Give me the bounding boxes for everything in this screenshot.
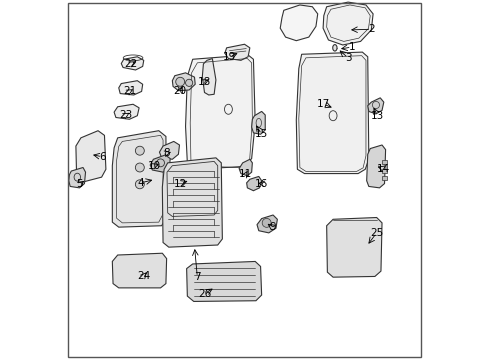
- Text: 9: 9: [268, 222, 275, 232]
- Polygon shape: [114, 104, 139, 119]
- Text: 12: 12: [174, 179, 187, 189]
- Polygon shape: [296, 52, 368, 174]
- Ellipse shape: [185, 79, 192, 86]
- Text: 8: 8: [163, 148, 170, 158]
- Bar: [381, 159, 386, 164]
- Polygon shape: [121, 57, 143, 70]
- Text: 19: 19: [223, 52, 236, 62]
- Text: 4: 4: [137, 178, 144, 188]
- Text: 17: 17: [317, 99, 330, 109]
- Ellipse shape: [135, 180, 144, 189]
- Polygon shape: [185, 55, 255, 169]
- Text: 7: 7: [194, 272, 200, 282]
- Text: 13: 13: [370, 111, 383, 121]
- Text: 2: 2: [367, 24, 374, 34]
- Polygon shape: [162, 158, 222, 247]
- Polygon shape: [172, 73, 195, 91]
- Ellipse shape: [135, 146, 144, 155]
- Text: 1: 1: [347, 42, 354, 52]
- Polygon shape: [367, 98, 383, 114]
- Polygon shape: [224, 44, 249, 60]
- Text: 24: 24: [137, 271, 150, 281]
- Polygon shape: [69, 167, 85, 188]
- Text: 26: 26: [198, 289, 211, 298]
- Polygon shape: [112, 131, 166, 227]
- Text: 11: 11: [239, 168, 252, 179]
- Polygon shape: [257, 215, 277, 233]
- Polygon shape: [323, 2, 372, 45]
- Polygon shape: [280, 5, 317, 41]
- Text: 25: 25: [369, 228, 383, 238]
- Polygon shape: [186, 261, 261, 301]
- Text: 20: 20: [173, 86, 186, 96]
- Text: 22: 22: [124, 59, 137, 69]
- Polygon shape: [112, 253, 166, 288]
- Text: 10: 10: [147, 161, 161, 171]
- Text: 5: 5: [76, 179, 82, 189]
- Polygon shape: [251, 111, 264, 134]
- Polygon shape: [119, 81, 142, 95]
- Bar: [381, 168, 386, 173]
- Text: 3: 3: [344, 53, 351, 63]
- Text: 18: 18: [198, 77, 211, 87]
- Text: 23: 23: [119, 110, 132, 120]
- Text: 6: 6: [99, 152, 105, 162]
- Ellipse shape: [332, 45, 336, 51]
- Polygon shape: [150, 155, 170, 172]
- Text: 21: 21: [122, 86, 136, 96]
- Ellipse shape: [175, 77, 184, 86]
- Polygon shape: [326, 217, 381, 277]
- Text: 14: 14: [376, 163, 389, 174]
- Polygon shape: [239, 159, 252, 176]
- Polygon shape: [246, 176, 261, 191]
- Ellipse shape: [262, 219, 270, 227]
- Polygon shape: [366, 145, 385, 188]
- Ellipse shape: [135, 163, 144, 172]
- Polygon shape: [202, 59, 216, 95]
- Polygon shape: [76, 131, 106, 182]
- Bar: [381, 176, 386, 180]
- Text: 15: 15: [255, 129, 268, 139]
- Polygon shape: [159, 141, 179, 159]
- Text: 16: 16: [255, 179, 268, 189]
